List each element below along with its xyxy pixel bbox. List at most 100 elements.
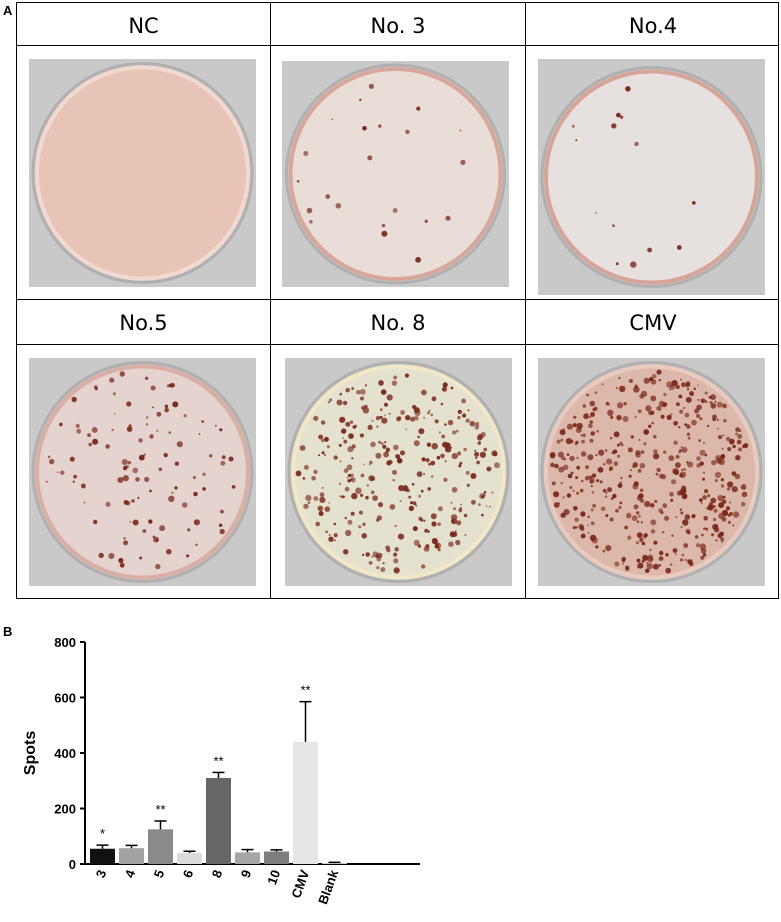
well-spot bbox=[573, 506, 578, 511]
well-spot bbox=[465, 470, 470, 475]
well-spot bbox=[605, 491, 608, 494]
well-spot bbox=[702, 471, 706, 474]
well-spot bbox=[619, 501, 623, 505]
well-spot bbox=[444, 423, 447, 426]
well-spot bbox=[339, 416, 346, 423]
well-spot bbox=[355, 487, 362, 494]
well-spot bbox=[375, 415, 381, 421]
well-spot bbox=[420, 518, 424, 522]
well-spot bbox=[450, 514, 458, 521]
well-spot bbox=[637, 469, 642, 473]
well-spot bbox=[616, 112, 621, 118]
well-spot bbox=[369, 460, 373, 465]
well-inner-rim bbox=[35, 364, 250, 580]
bar bbox=[264, 851, 289, 864]
well-spot bbox=[186, 554, 190, 558]
well-spot bbox=[608, 403, 611, 406]
well-spot bbox=[445, 215, 451, 221]
well-spot bbox=[549, 452, 556, 458]
well-spot bbox=[202, 487, 206, 491]
well-spot bbox=[663, 393, 667, 397]
well-spot bbox=[587, 524, 589, 527]
well-spot bbox=[718, 435, 723, 440]
bar bbox=[235, 852, 260, 864]
well-spot bbox=[675, 516, 678, 518]
well-spot bbox=[664, 515, 670, 521]
well-spot bbox=[660, 474, 667, 480]
x-tick-label: 6 bbox=[180, 868, 197, 880]
well-spot bbox=[142, 529, 147, 533]
well-spot bbox=[648, 424, 652, 428]
significance-marker: ** bbox=[213, 753, 223, 768]
well-spot bbox=[574, 517, 579, 522]
well-spot bbox=[686, 424, 691, 429]
well-spot bbox=[591, 537, 598, 544]
well-spot bbox=[611, 123, 617, 129]
well-spot bbox=[574, 442, 578, 446]
well-spot bbox=[135, 477, 140, 482]
well-spot bbox=[336, 399, 343, 406]
well-spot bbox=[567, 473, 573, 479]
well-spot bbox=[388, 412, 391, 415]
well-spot bbox=[122, 475, 129, 482]
well-spot bbox=[610, 415, 614, 419]
well-spot bbox=[714, 400, 717, 403]
well-spot bbox=[462, 413, 467, 418]
well-spot bbox=[707, 504, 714, 511]
well-spot bbox=[612, 493, 617, 499]
well-spot bbox=[381, 417, 388, 424]
well-spot bbox=[729, 501, 732, 504]
well-spot bbox=[599, 480, 603, 484]
well-spot bbox=[440, 402, 444, 406]
well-spot bbox=[400, 410, 405, 415]
well-spot bbox=[580, 434, 583, 437]
well-spot bbox=[573, 415, 577, 419]
x-tick-label: Blank bbox=[315, 867, 341, 906]
well-spot bbox=[654, 499, 658, 503]
well-spot bbox=[347, 519, 353, 525]
well-spot bbox=[414, 409, 421, 417]
well-spot bbox=[638, 514, 641, 518]
well-spot bbox=[560, 481, 563, 485]
well-spot bbox=[164, 407, 169, 413]
well-spot bbox=[198, 433, 201, 435]
well-title-cmv: CMV bbox=[629, 311, 677, 335]
well-spot bbox=[359, 389, 366, 395]
bar bbox=[119, 848, 144, 864]
well-spot bbox=[594, 391, 598, 394]
well-spot bbox=[699, 498, 703, 502]
well-spot bbox=[600, 506, 606, 512]
well-spot bbox=[735, 427, 740, 432]
well-spot bbox=[703, 442, 705, 444]
well-spot bbox=[627, 447, 633, 453]
well-spot bbox=[700, 548, 707, 554]
well-spot bbox=[313, 469, 318, 474]
well-spot bbox=[597, 466, 604, 473]
well-spot bbox=[125, 465, 129, 469]
well-spot bbox=[321, 451, 325, 455]
well-spot bbox=[149, 489, 152, 493]
well-spot bbox=[318, 511, 324, 516]
well-spot bbox=[607, 409, 614, 416]
well-spot bbox=[458, 464, 462, 468]
well-inner-rim bbox=[544, 364, 759, 580]
well-spot bbox=[376, 552, 383, 559]
well-spot bbox=[636, 532, 643, 538]
well-spot bbox=[307, 501, 311, 504]
well-spot bbox=[392, 208, 398, 213]
well-spot bbox=[404, 373, 410, 378]
well-spot bbox=[562, 428, 565, 431]
well-spot bbox=[342, 400, 348, 406]
well-spot bbox=[174, 486, 178, 490]
well-spot bbox=[638, 439, 641, 441]
well-spot bbox=[348, 433, 354, 439]
well-spot bbox=[591, 473, 597, 478]
well-spot bbox=[648, 410, 653, 416]
well-spot bbox=[636, 520, 640, 523]
well-spot bbox=[139, 556, 143, 560]
well-spot bbox=[635, 541, 640, 545]
well-spot bbox=[589, 479, 594, 484]
well-spot bbox=[558, 466, 565, 473]
well-spot bbox=[315, 521, 320, 527]
well-spot bbox=[423, 473, 426, 475]
